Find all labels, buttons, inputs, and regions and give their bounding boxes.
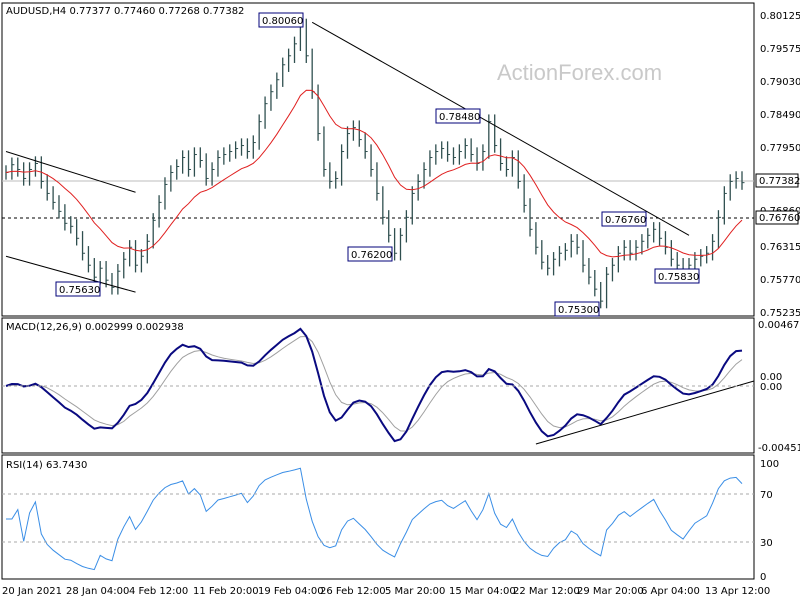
price-labels: 0.80060 0.78480 0.76760 0.76200 0.75830 … (55, 12, 700, 317)
support-price-box (755, 210, 799, 225)
channel-upper-line (5, 151, 136, 193)
price-tick: 0.80125 (760, 11, 800, 22)
rsi-panel-frame (1, 454, 755, 580)
time-tick: 15 Mar 04:00 (449, 586, 516, 597)
price-panel-frame (1, 2, 755, 317)
label-high: 0.80060 (262, 16, 303, 27)
channel-lower-line (5, 255, 136, 293)
time-tick: 6 Apr 04:00 (641, 586, 700, 597)
macd-panel-frame (1, 317, 755, 454)
time-tick: 11 Feb 20:00 (193, 586, 259, 597)
label-76200: 0.76200 (351, 250, 392, 261)
time-tick: 5 Mar 20:00 (385, 586, 445, 597)
label-75300: 0.75300 (558, 305, 599, 316)
time-axis: 20 Jan 2021 28 Jan 04:00 4 Feb 12:00 11 … (2, 586, 770, 597)
rsi-tick: 0 (760, 572, 766, 583)
macd-tick: 0.004677 (758, 320, 800, 331)
macd-signal-line (5, 335, 743, 432)
price-panel-title: AUDUSD,H4 0.77377 0.77460 0.77268 0.7738… (6, 6, 244, 17)
time-tick: 20 Jan 2021 (2, 586, 62, 597)
label-box-75300 (554, 301, 600, 317)
trendlines (5, 21, 690, 293)
rsi-tick: 70 (760, 490, 773, 501)
time-tick: 28 Jan 04:00 (66, 586, 129, 597)
label-box-76200 (347, 246, 393, 262)
macd-panel-title: MACD(12,26,9) 0.002999 0.002938 (6, 322, 184, 333)
macd-axis: 0.004677 0.00 0.00 -0.004519 (758, 320, 800, 454)
price-tick: 0.78490 (760, 110, 800, 121)
rsi-tick: 100 (760, 459, 779, 470)
label-box-75830 (654, 268, 700, 284)
rsi-panel-title: RSI(14) 63.7430 (6, 460, 87, 471)
macd-tick: 0.00 (760, 382, 782, 393)
moving-average-line (5, 89, 743, 258)
rsi-line (6, 467, 743, 571)
label-78480: 0.78480 (439, 112, 480, 123)
label-box-high (258, 12, 304, 28)
last-price-box (755, 173, 799, 188)
label-75630: 0.75630 (59, 285, 100, 296)
label-box-78480 (435, 108, 481, 124)
falling-resistance-line (311, 21, 690, 236)
label-75830: 0.75830 (658, 272, 699, 283)
macd-tick: 0.00 (760, 372, 782, 383)
price-tick: 0.75770 (760, 275, 800, 286)
label-76760: 0.76760 (605, 215, 646, 226)
price-tick: 0.79030 (760, 77, 800, 88)
price-axis: 0.80125 0.79575 0.79030 0.78490 0.77950 … (755, 11, 800, 319)
time-tick: 13 Apr 12:00 (705, 586, 770, 597)
price-tick: 0.77950 (760, 143, 800, 154)
time-tick: 19 Feb 04:00 (258, 586, 324, 597)
macd-lines (5, 327, 755, 445)
label-box-75630 (55, 281, 101, 297)
time-tick: 26 Feb 12:00 (320, 586, 386, 597)
support-price-tag: 0.76760 (759, 213, 800, 224)
moving-average (5, 89, 743, 258)
macd-trendline (535, 380, 755, 445)
rsi-lines (6, 467, 743, 571)
price-tick: 0.79575 (760, 44, 800, 55)
rsi-tick: 30 (760, 538, 773, 549)
price-tick: 0.76315 (760, 242, 800, 253)
macd-main-line (5, 327, 743, 443)
label-box-76760 (601, 211, 647, 227)
watermark: ActionForex.com (497, 60, 662, 85)
time-tick: 29 Mar 20:00 (577, 586, 644, 597)
time-tick: 22 Mar 12:00 (513, 586, 580, 597)
time-tick: 4 Feb 12:00 (129, 586, 188, 597)
price-tick: 0.75235 (760, 308, 800, 319)
price-bars (5, 18, 745, 309)
rsi-axis: 100 70 30 0 (760, 459, 779, 583)
last-price-tag: 0.77382 (759, 176, 800, 187)
macd-tick: -0.004519 (758, 443, 800, 454)
